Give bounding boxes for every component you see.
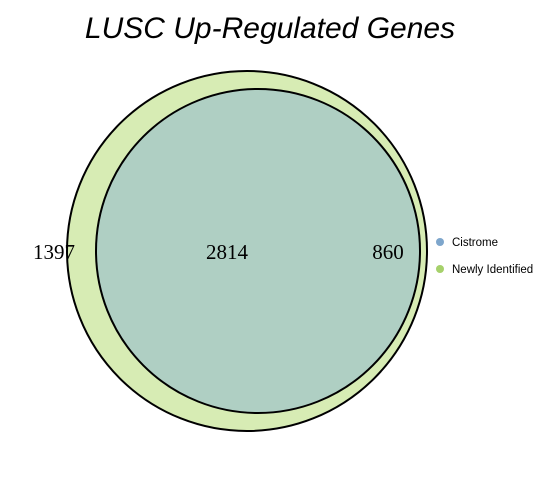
count-both: 2814 bbox=[206, 240, 249, 264]
count-newly-only: 1397 bbox=[33, 240, 75, 264]
overlap-region bbox=[96, 89, 420, 413]
chart-title: LUSC Up-Regulated Genes bbox=[85, 12, 455, 45]
newly-identified-outline bbox=[66, 70, 428, 432]
count-cistrome-only: 860 bbox=[372, 240, 404, 264]
legend-label-newly-identified: Newly Identified bbox=[452, 264, 533, 276]
legend-label-cistrome: Cistrome bbox=[452, 237, 498, 249]
legend-marker-newly-identified bbox=[436, 265, 444, 273]
legend-marker-cistrome bbox=[436, 238, 444, 246]
legend: Cistrome Newly Identified bbox=[436, 237, 533, 276]
cistrome-outline bbox=[95, 88, 421, 414]
